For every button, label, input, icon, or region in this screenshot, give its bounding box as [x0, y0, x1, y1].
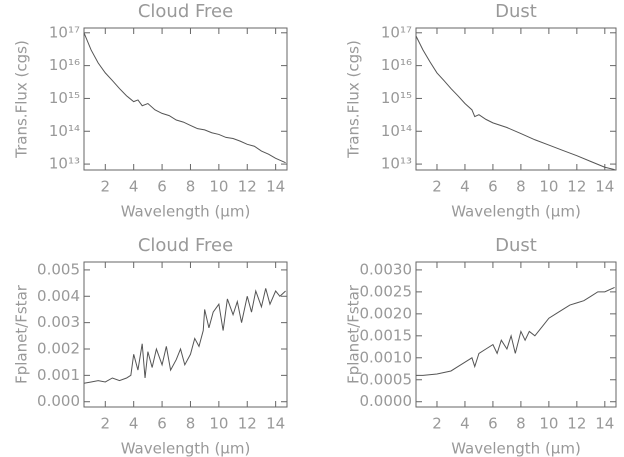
- y-tick-label: 0.005: [37, 260, 80, 278]
- data-line: [416, 287, 615, 376]
- y-tick-label: 10¹⁶: [49, 56, 80, 74]
- data-line: [415, 35, 615, 171]
- y-tick-label: 10¹⁴: [49, 122, 80, 140]
- x-axis-label: Wavelength (μm): [451, 440, 581, 457]
- x-tick-label: 10: [209, 178, 228, 196]
- y-tick-label: 0.0025: [360, 282, 413, 300]
- y-axis-label: Fplanet/Fstar: [13, 284, 31, 384]
- x-tick-label: 4: [460, 178, 470, 196]
- data-line: [83, 32, 286, 164]
- x-tick-label: 12: [567, 415, 586, 433]
- x-tick-label: 4: [129, 415, 139, 433]
- y-tick-label: 0.000: [37, 392, 80, 410]
- y-tick-label: 10¹³: [49, 155, 80, 173]
- y-tick-label: 0.0015: [360, 326, 413, 344]
- x-tick-label: 2: [432, 178, 442, 196]
- y-tick-label: 10¹⁵: [49, 89, 80, 107]
- x-tick-label: 6: [488, 178, 498, 196]
- y-axis-label: Fplanet/Fstar: [345, 284, 363, 384]
- x-tick-label: 14: [266, 415, 285, 433]
- chart-title: Dust: [495, 1, 537, 22]
- chart-title: Dust: [495, 235, 537, 256]
- y-tick-label: 10¹⁶: [381, 56, 412, 74]
- x-tick-label: 10: [209, 415, 228, 433]
- x-axis-label: Wavelength (μm): [121, 203, 251, 221]
- y-tick-label: 10¹⁷: [381, 23, 412, 41]
- y-tick-label: 0.004: [37, 287, 80, 305]
- x-tick-label: 12: [238, 415, 257, 433]
- x-tick-label: 2: [101, 415, 111, 433]
- y-tick-label: 10¹⁷: [49, 23, 80, 41]
- y-tick-label: 10¹³: [381, 155, 412, 173]
- y-tick-label: 0.003: [37, 313, 80, 331]
- y-tick-label: 0.001: [37, 366, 80, 384]
- x-tick-label: 6: [157, 415, 167, 433]
- y-tick-label: 0.0005: [360, 370, 413, 388]
- x-tick-label: 10: [539, 178, 558, 196]
- plot-frame: [415, 261, 617, 408]
- y-tick-label: 10¹⁴: [381, 122, 412, 140]
- x-tick-label: 8: [186, 415, 196, 433]
- x-axis-label: Wavelength (μm): [121, 440, 251, 457]
- x-tick-label: 2: [432, 415, 442, 433]
- plot-frame: [83, 27, 288, 171]
- x-tick-label: 10: [539, 415, 558, 433]
- x-tick-label: 6: [488, 415, 498, 433]
- x-tick-label: 4: [460, 415, 470, 433]
- x-axis-label: Wavelength (μm): [451, 203, 581, 221]
- y-tick-label: 0.0010: [360, 348, 413, 366]
- x-tick-label: 8: [516, 415, 526, 433]
- y-tick-label: 0.0000: [360, 392, 413, 410]
- y-tick-label: 0.0030: [360, 260, 413, 278]
- chart-title: Cloud Free: [138, 235, 233, 256]
- x-tick-label: 12: [238, 178, 257, 196]
- x-tick-label: 14: [266, 178, 285, 196]
- plot-frame: [83, 261, 288, 408]
- y-tick-label: 0.002: [37, 340, 80, 358]
- data-line: [83, 288, 286, 384]
- y-axis-label: Trans.Flux (cgs): [13, 40, 31, 159]
- x-tick-label: 4: [129, 178, 139, 196]
- x-tick-label: 14: [595, 415, 614, 433]
- y-axis-label: Trans.Flux (cgs): [345, 40, 363, 159]
- y-tick-label: 10¹⁵: [381, 89, 412, 107]
- x-tick-label: 8: [186, 178, 196, 196]
- chart-title: Cloud Free: [138, 1, 233, 22]
- x-tick-label: 14: [595, 178, 614, 196]
- x-tick-label: 12: [567, 178, 586, 196]
- x-tick-label: 6: [157, 178, 167, 196]
- plot-frame: [415, 27, 617, 171]
- y-tick-label: 0.0020: [360, 304, 413, 322]
- x-tick-label: 8: [516, 178, 526, 196]
- x-tick-label: 2: [101, 178, 111, 196]
